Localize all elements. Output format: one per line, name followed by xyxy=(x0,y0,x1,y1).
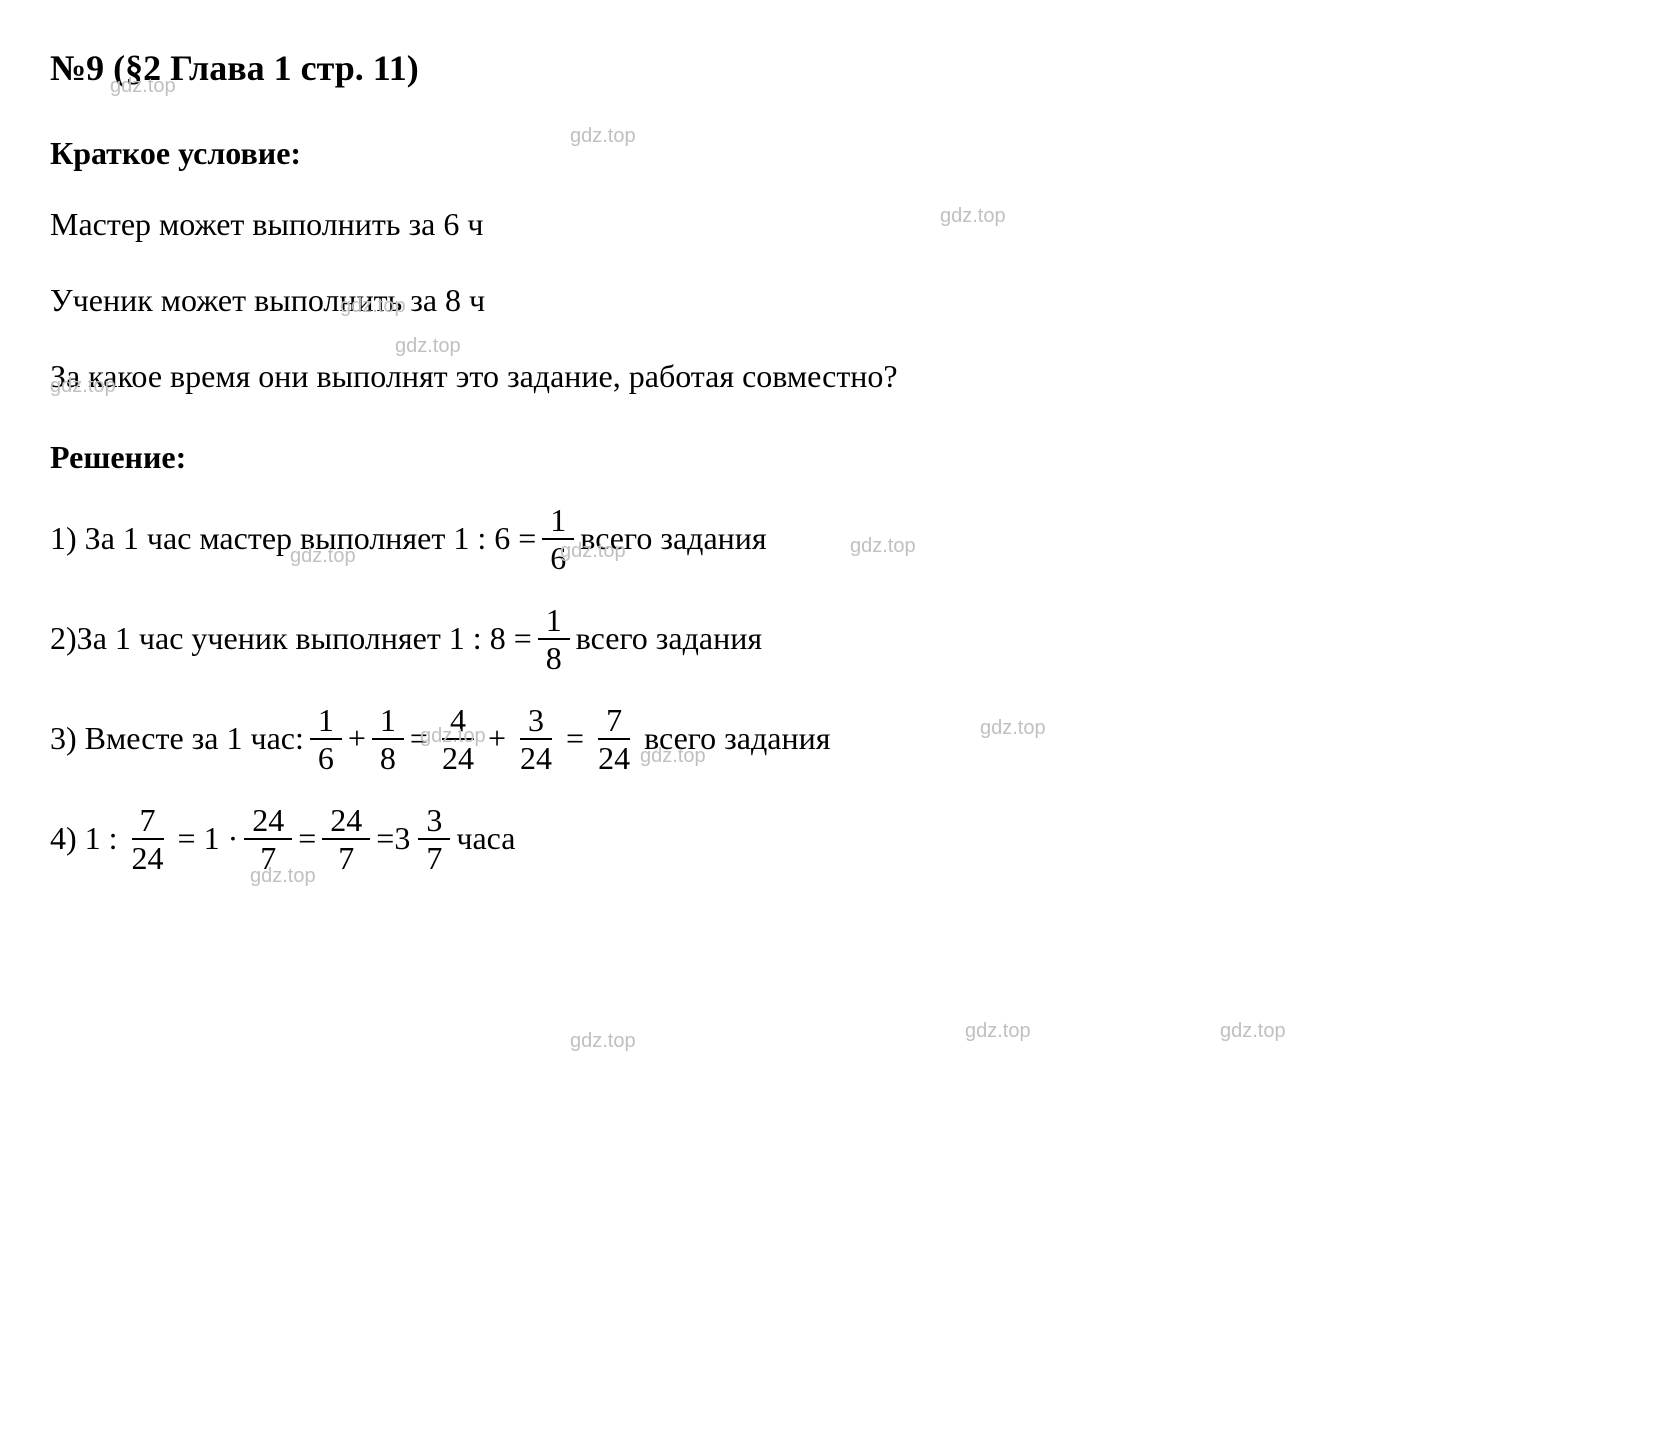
step3-f3: 4 24 xyxy=(434,704,482,774)
step3-f4-den: 24 xyxy=(512,740,560,774)
step4-eq2: = xyxy=(298,813,316,864)
solution-step-4: 4) 1 : 7 24 = 1 · 24 7 = 24 7 = 3 3 7 ча… xyxy=(50,804,1619,874)
step3-f2-den: 8 xyxy=(372,740,404,774)
condition-line-2: Ученик может выполнить за 8 ч xyxy=(50,275,1619,326)
solution-subheading: Решение: xyxy=(50,432,1619,483)
step4-f2-num: 24 xyxy=(244,804,292,840)
step4-mixed-num: 3 xyxy=(418,804,450,840)
step3-suffix: всего задания xyxy=(644,713,830,764)
step3-prefix: 3) Вместе за 1 час: xyxy=(50,713,304,764)
step3-f1-num: 1 xyxy=(310,704,342,740)
step3-f2-num: 1 xyxy=(372,704,404,740)
step1-frac-num: 1 xyxy=(542,504,574,540)
step3-f4: 3 24 xyxy=(512,704,560,774)
step3-f1: 1 6 xyxy=(310,704,342,774)
watermark-text: gdz.top xyxy=(570,1025,636,1057)
step4-f3: 24 7 xyxy=(322,804,370,874)
step1-suffix: всего задания xyxy=(580,513,766,564)
solution-step-3: 3) Вместе за 1 час: 1 6 + 1 8 = 4 24 + 3… xyxy=(50,704,1619,774)
step3-eq2: = xyxy=(566,713,584,764)
step4-f3-den: 7 xyxy=(330,840,362,874)
step3-f5: 7 24 xyxy=(590,704,638,774)
step2-frac-num: 1 xyxy=(538,604,570,640)
step3-f5-den: 24 xyxy=(590,740,638,774)
condition-line-1: Мастер может выполнить за 6 ч xyxy=(50,199,1619,250)
step3-plus1: + xyxy=(348,713,366,764)
step1-fraction: 1 6 xyxy=(542,504,574,574)
step2-prefix: 2)За 1 час ученик выполняет 1 : 8 = xyxy=(50,613,532,664)
step3-eq1: = xyxy=(410,713,428,764)
step2-frac-den: 8 xyxy=(538,640,570,674)
step4-mixed-den: 7 xyxy=(418,840,450,874)
step3-f3-den: 24 xyxy=(434,740,482,774)
step3-f5-num: 7 xyxy=(598,704,630,740)
step3-f3-num: 4 xyxy=(442,704,474,740)
step4-f1-num: 7 xyxy=(132,804,164,840)
step4-f1-den: 24 xyxy=(124,840,172,874)
step3-f4-num: 3 xyxy=(520,704,552,740)
step4-eq3: = xyxy=(376,813,394,864)
step3-plus2: + xyxy=(488,713,506,764)
step4-f1: 7 24 xyxy=(124,804,172,874)
step3-f2: 1 8 xyxy=(372,704,404,774)
step4-f2-den: 7 xyxy=(252,840,284,874)
step2-suffix: всего задания xyxy=(576,613,762,664)
step4-mixed-frac: 3 7 xyxy=(418,804,450,874)
step4-mixed: 3 3 7 xyxy=(394,804,456,874)
step4-prefix: 4) 1 : xyxy=(50,813,118,864)
step2-fraction: 1 8 xyxy=(538,604,570,674)
step1-prefix: 1) За 1 час мастер выполняет 1 : 6 = xyxy=(50,513,536,564)
step3-f1-den: 6 xyxy=(310,740,342,774)
page-title: №9 (§2 Глава 1 стр. 11) xyxy=(50,40,1619,98)
step4-f3-num: 24 xyxy=(322,804,370,840)
step4-f2: 24 7 xyxy=(244,804,292,874)
solution-step-1: 1) За 1 час мастер выполняет 1 : 6 = 1 6… xyxy=(50,504,1619,574)
condition-subheading: Краткое условие: xyxy=(50,128,1619,179)
step1-frac-den: 6 xyxy=(542,540,574,574)
step4-mixed-whole: 3 xyxy=(394,813,410,864)
step4-eq1: = 1 · xyxy=(178,813,239,864)
watermark-text: gdz.top xyxy=(965,1015,1031,1047)
watermark-text: gdz.top xyxy=(1220,1015,1286,1047)
step4-suffix: часа xyxy=(456,813,515,864)
condition-line-3: За какое время они выполнят это задание,… xyxy=(50,351,1619,402)
solution-step-2: 2)За 1 час ученик выполняет 1 : 8 = 1 8 … xyxy=(50,604,1619,674)
